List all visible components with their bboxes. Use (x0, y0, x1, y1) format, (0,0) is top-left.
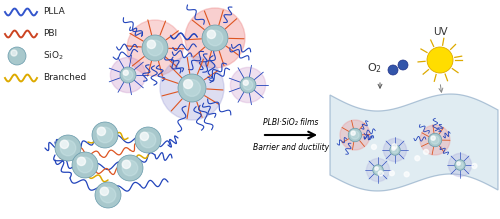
Circle shape (11, 50, 17, 56)
Circle shape (72, 152, 98, 178)
Circle shape (388, 65, 398, 75)
Circle shape (60, 140, 76, 156)
Circle shape (431, 136, 439, 144)
Circle shape (184, 79, 200, 96)
Circle shape (147, 40, 163, 56)
Circle shape (390, 145, 400, 155)
Circle shape (180, 76, 204, 100)
Circle shape (384, 138, 406, 162)
Circle shape (392, 147, 398, 153)
Circle shape (123, 70, 133, 80)
Circle shape (144, 37, 166, 59)
Circle shape (77, 157, 86, 166)
Circle shape (241, 78, 255, 92)
Circle shape (374, 166, 382, 175)
Circle shape (55, 135, 81, 161)
Circle shape (350, 129, 360, 141)
Circle shape (428, 133, 442, 147)
Circle shape (207, 30, 216, 39)
Circle shape (121, 68, 135, 82)
Polygon shape (330, 94, 498, 191)
Circle shape (456, 161, 464, 170)
Circle shape (415, 156, 420, 161)
Text: O$_2$: O$_2$ (368, 61, 382, 75)
Circle shape (77, 157, 93, 173)
Circle shape (390, 171, 394, 176)
Text: PLLA: PLLA (43, 7, 65, 16)
Circle shape (147, 40, 156, 49)
Circle shape (404, 172, 409, 177)
Circle shape (375, 167, 378, 170)
Circle shape (120, 67, 136, 83)
Circle shape (455, 160, 465, 170)
Circle shape (378, 171, 383, 176)
Circle shape (142, 35, 168, 61)
Circle shape (398, 60, 408, 70)
Circle shape (390, 146, 400, 154)
Circle shape (366, 159, 390, 182)
Circle shape (472, 164, 477, 168)
Circle shape (372, 145, 376, 149)
Circle shape (122, 160, 130, 168)
Circle shape (202, 25, 228, 51)
Circle shape (60, 140, 68, 148)
Circle shape (340, 120, 370, 150)
Circle shape (178, 74, 206, 102)
Circle shape (100, 187, 116, 203)
Text: SiO$_2$: SiO$_2$ (43, 50, 64, 62)
Circle shape (204, 27, 226, 49)
Circle shape (135, 127, 161, 153)
Circle shape (97, 127, 106, 136)
Circle shape (448, 154, 471, 177)
Circle shape (92, 122, 118, 148)
Circle shape (110, 57, 146, 93)
Circle shape (243, 80, 253, 90)
Circle shape (57, 137, 79, 159)
Circle shape (74, 154, 96, 176)
Circle shape (97, 127, 113, 143)
Circle shape (373, 165, 384, 175)
Circle shape (97, 184, 119, 206)
Circle shape (95, 182, 121, 208)
Circle shape (240, 77, 256, 93)
Circle shape (137, 129, 159, 151)
Circle shape (185, 8, 245, 68)
Circle shape (230, 67, 266, 102)
Circle shape (375, 167, 381, 173)
Text: PBI: PBI (43, 30, 57, 39)
Circle shape (457, 162, 460, 165)
Text: Branched: Branched (43, 74, 86, 83)
Circle shape (427, 47, 453, 73)
Circle shape (160, 56, 224, 120)
Circle shape (94, 124, 116, 146)
Circle shape (424, 149, 428, 154)
Circle shape (207, 30, 223, 46)
Circle shape (8, 47, 26, 65)
Circle shape (123, 70, 128, 75)
Circle shape (243, 80, 248, 85)
Circle shape (117, 155, 143, 181)
Circle shape (431, 136, 436, 140)
Circle shape (122, 160, 138, 176)
Circle shape (392, 147, 395, 150)
Circle shape (184, 79, 192, 88)
Circle shape (140, 132, 148, 141)
Circle shape (348, 128, 362, 142)
Circle shape (119, 157, 141, 179)
Circle shape (392, 144, 397, 149)
Circle shape (140, 132, 156, 148)
Text: UV: UV (432, 27, 448, 37)
Circle shape (420, 125, 450, 155)
Circle shape (351, 131, 356, 135)
Text: Barrier and ductility: Barrier and ductility (253, 143, 329, 152)
Circle shape (127, 20, 183, 76)
Circle shape (351, 131, 359, 139)
Text: PLBI·SiO₂ films: PLBI·SiO₂ films (264, 118, 318, 127)
Circle shape (430, 134, 440, 146)
Circle shape (100, 187, 108, 196)
Circle shape (457, 162, 463, 168)
